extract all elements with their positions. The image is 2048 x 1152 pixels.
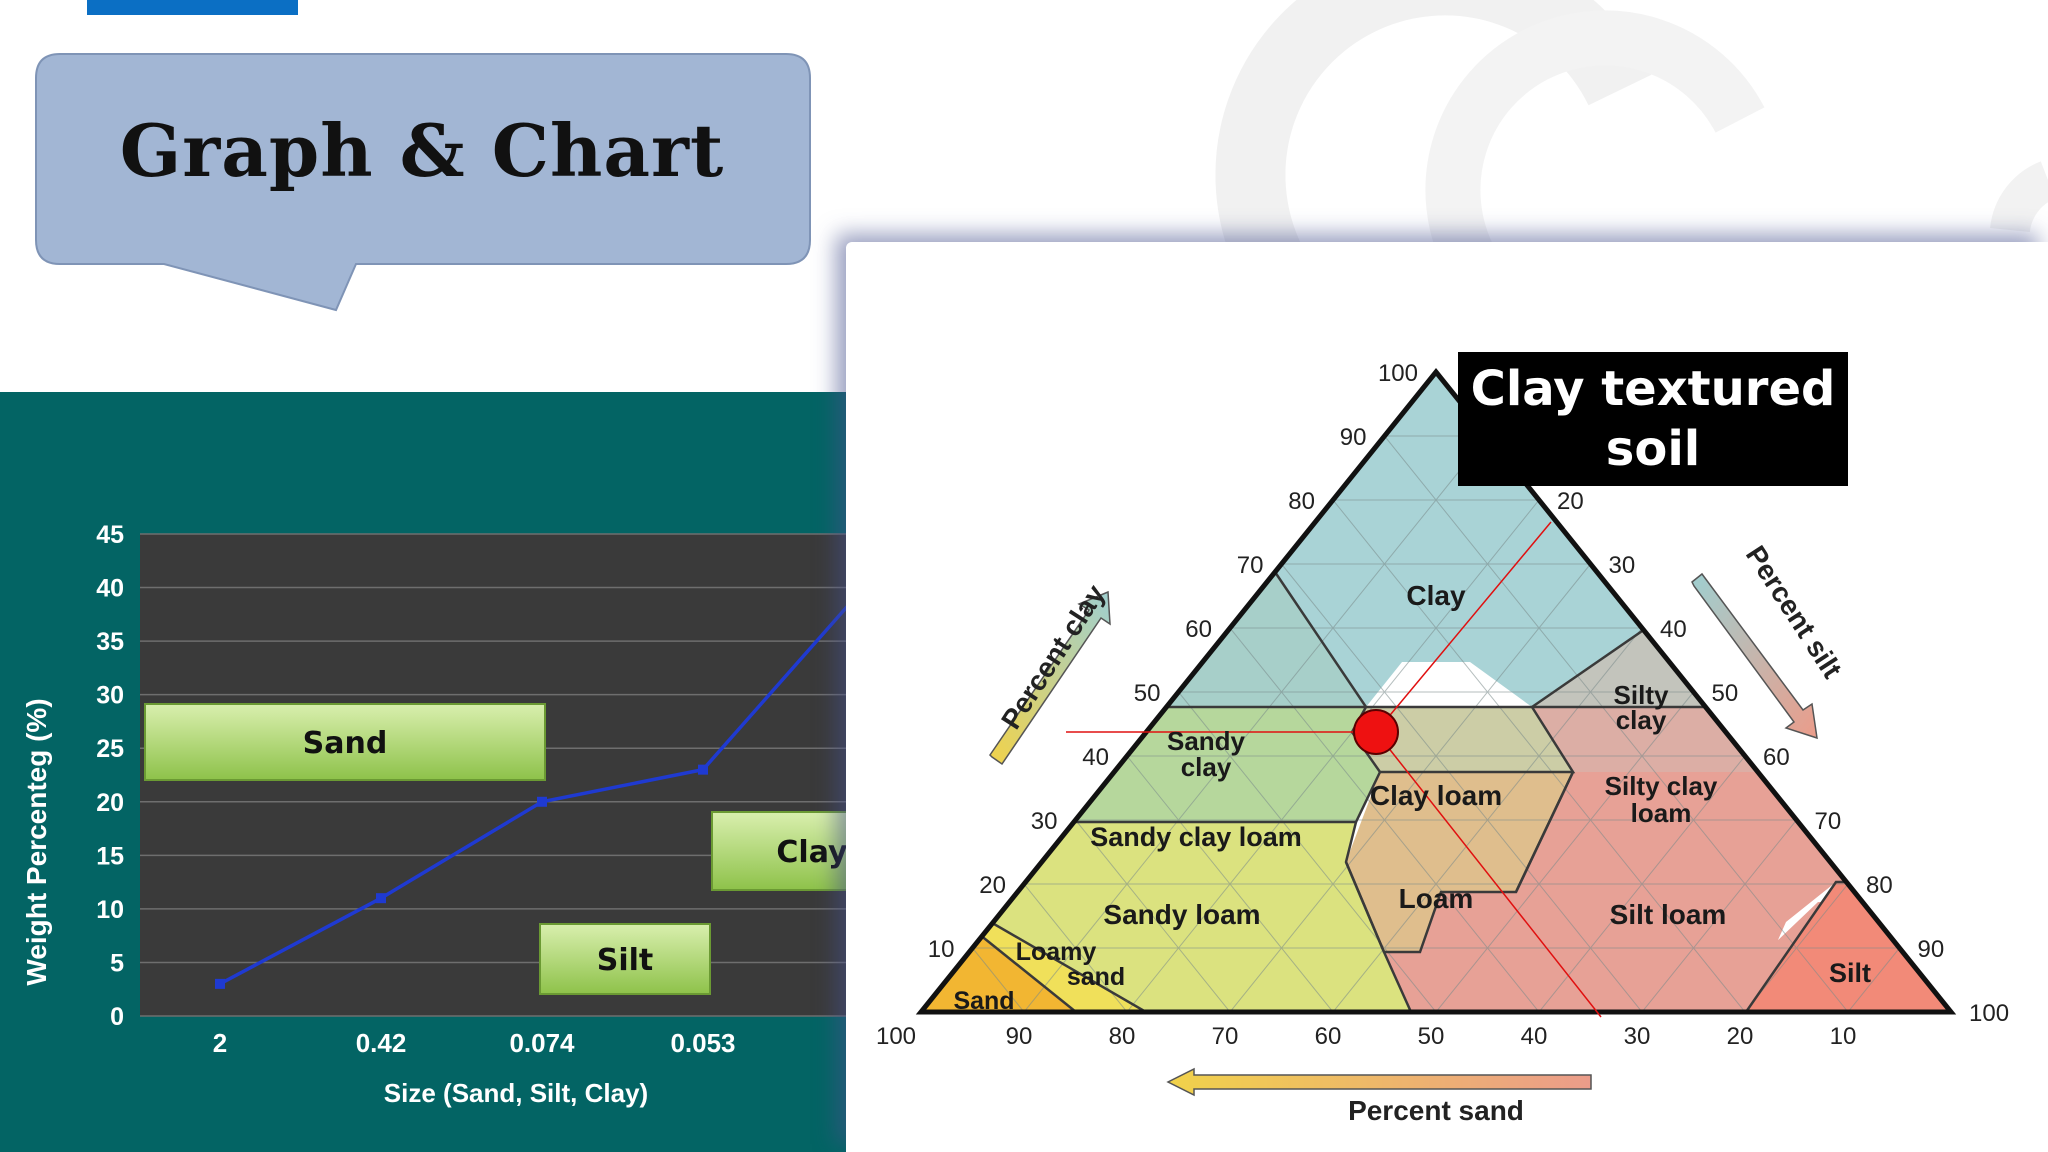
- region-label-loamy-sand-2: sand: [1067, 963, 1125, 991]
- region-label-clay: Clay: [1406, 580, 1466, 611]
- region-label-silt: Silt: [1829, 958, 1871, 988]
- region-label-silty-clay-2: clay: [1616, 705, 1667, 735]
- triangle-outline: [915, 368, 1957, 1015]
- soil-texture-triangle: Clay Sandy clay Silty clay Clay loam Sil…: [876, 360, 2009, 1126]
- percent-clay-label: Percent clay: [995, 579, 1111, 735]
- clay-tick-label: 20: [979, 872, 1006, 899]
- sand-tick-label: 10: [1830, 1023, 1857, 1050]
- silt-tick-label: 100: [1969, 1000, 2009, 1027]
- y-tick-label: 25: [96, 735, 124, 763]
- silt-tick-label: 20: [1557, 488, 1584, 515]
- region-label-clay-loam: Clay loam: [1370, 780, 1502, 811]
- y-tick-label: 15: [96, 842, 124, 870]
- y-tick-label: 0: [110, 1003, 124, 1031]
- y-tick-label: 40: [96, 575, 124, 603]
- data-point: [376, 893, 386, 904]
- percent-sand-label: Percent sand: [1348, 1095, 1524, 1126]
- silt-tick-label: 70: [1815, 808, 1842, 835]
- silt-tick-label: 50: [1712, 680, 1739, 707]
- sand-tick-label: 60: [1315, 1023, 1342, 1050]
- region-label-silty-clay: Silty: [1614, 680, 1669, 710]
- y-axis-label: Weight Percenteg (%): [21, 698, 52, 985]
- percent-sand-arrow: Percent sand: [1166, 1067, 1592, 1126]
- clay-tick-label: 40: [1082, 744, 1109, 771]
- data-point: [215, 978, 225, 989]
- sample-point-marker: [1353, 709, 1399, 755]
- sand-tick-label: 30: [1624, 1023, 1651, 1050]
- region-label-silty-clay-loam-2: loam: [1631, 798, 1692, 828]
- percent-silt-arrow: Percent silt: [1691, 540, 1848, 740]
- clay-tick-label: 80: [1288, 488, 1315, 515]
- annotation-label: Clay: [776, 835, 848, 870]
- sample-guide-line-silt: [1375, 521, 1552, 733]
- annotation-label: Sand: [303, 726, 388, 761]
- region-label-sandy-loam: Sandy loam: [1103, 899, 1260, 930]
- y-tick-label: 20: [96, 789, 124, 817]
- silt-tick-label: 60: [1763, 744, 1790, 771]
- region-label-loam: Loam: [1399, 883, 1474, 914]
- clay-textured-soil-callout: Clay textured soil: [1458, 352, 1848, 486]
- sample-guide-line-sand: [1375, 731, 1602, 1018]
- slide-title: Graph & Chart: [119, 108, 725, 193]
- clay-tick-label: 10: [928, 936, 955, 963]
- clay-tick-label: 70: [1237, 552, 1264, 579]
- background-arcs: [1215, 0, 2048, 260]
- x-tick-label: 2: [213, 1028, 227, 1058]
- region-sandy-loam: [956, 822, 1411, 1012]
- sand-tick-label: 100: [876, 1023, 916, 1050]
- data-point: [698, 764, 708, 775]
- y-tick-label: 45: [96, 521, 124, 549]
- clay-tick-label: 50: [1134, 680, 1161, 707]
- x-tick-label: 0.074: [509, 1028, 575, 1058]
- accent-bar: [87, 0, 298, 15]
- x-tick-label: 0.053: [670, 1028, 735, 1058]
- silt-tick-label: 90: [1918, 936, 1945, 963]
- clay-tick-label: 90: [1340, 424, 1367, 451]
- sand-tick-label: 70: [1212, 1023, 1239, 1050]
- annotation-label: Silt: [597, 943, 654, 978]
- region-label-sandy-clay: Sandy: [1167, 726, 1246, 756]
- region-loam: [1346, 772, 1573, 952]
- region-label-sand: Sand: [953, 987, 1014, 1015]
- sand-tick-label: 20: [1727, 1023, 1754, 1050]
- percent-clay-arrow: Percent clay: [989, 579, 1111, 766]
- y-tick-label: 10: [96, 896, 124, 924]
- y-tick-label: 5: [110, 949, 124, 977]
- y-tick-label: 30: [96, 682, 124, 710]
- region-label-silt-loam: Silt loam: [1610, 899, 1727, 930]
- region-label-sandy-clay-2: clay: [1181, 752, 1232, 782]
- data-point: [537, 796, 547, 807]
- region-label-silty-clay-loam: Silty clay: [1605, 771, 1718, 801]
- sand-tick-label: 90: [1006, 1023, 1033, 1050]
- x-axis-label: Size (Sand, Silt, Clay): [384, 1078, 648, 1108]
- silt-tick-label: 80: [1866, 872, 1893, 899]
- sand-tick-label: 40: [1521, 1023, 1548, 1050]
- title-callout: [35, 53, 811, 312]
- y-tick-label: 35: [96, 628, 124, 656]
- silt-tick-label: 30: [1609, 552, 1636, 579]
- annotation-box: [711, 811, 848, 891]
- x-tick-label: 0.42: [356, 1028, 407, 1058]
- region-label-loamy-sand: Loamy: [1016, 938, 1097, 966]
- clay-tick-label: 30: [1031, 808, 1058, 835]
- clay-textured-soil-text: Clay textured soil: [1470, 361, 1836, 477]
- region-clay: [1275, 372, 1706, 707]
- clay-tick-label: 100: [1378, 360, 1418, 387]
- annotation-box: [144, 703, 546, 781]
- clay-tick-label: 60: [1185, 616, 1212, 643]
- silt-tick-label: 40: [1660, 616, 1687, 643]
- soil-texture-card: Clay Sandy clay Silty clay Clay loam Sil…: [846, 242, 2048, 1152]
- sand-tick-label: 50: [1418, 1023, 1445, 1050]
- region-silty-clay: [1532, 629, 1706, 707]
- sand-tick-label: 80: [1109, 1023, 1136, 1050]
- annotation-box: [539, 923, 711, 995]
- region-label-sandy-clay-loam: Sandy clay loam: [1090, 822, 1302, 852]
